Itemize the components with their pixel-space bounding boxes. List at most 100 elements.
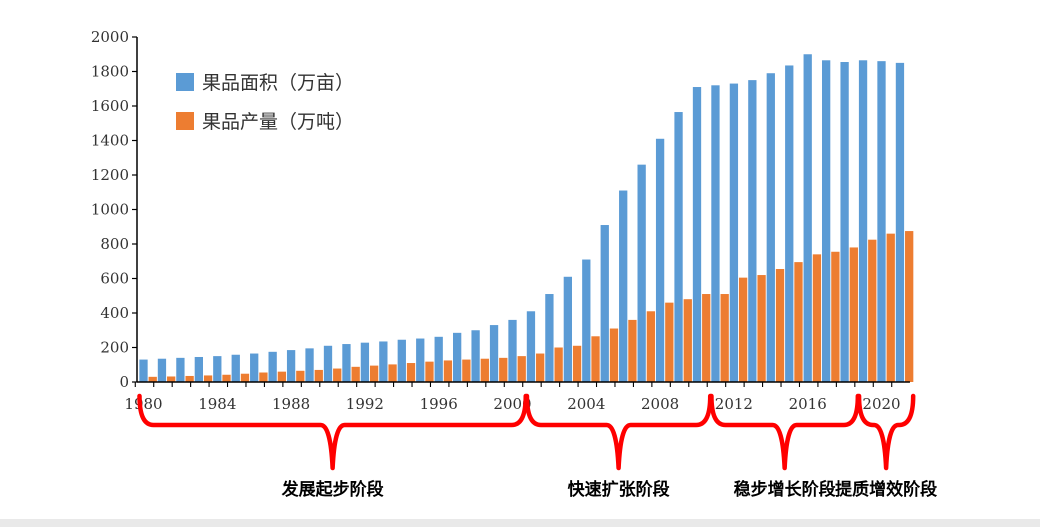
bar-area: [453, 332, 462, 382]
legend-swatch: [176, 73, 194, 91]
stage-label: 快速扩张阶段: [568, 479, 670, 500]
bar-production: [738, 277, 748, 382]
bar-production: [886, 233, 895, 382]
y-tick-label: 400: [100, 304, 129, 322]
y-tick-label: 0: [119, 373, 129, 391]
bar-production: [425, 361, 434, 382]
stage-brace: [524, 393, 713, 471]
bar-production: [388, 364, 397, 382]
bar-production: [849, 247, 858, 382]
x-tick-label: 2000: [493, 395, 531, 413]
bar-area: [729, 83, 739, 382]
y-tick-label: 1200: [91, 166, 129, 184]
x-tick-label: 1980: [124, 395, 162, 413]
bar-production: [683, 299, 692, 382]
bar-production: [333, 368, 342, 382]
y-tick-label: 800: [100, 235, 129, 253]
bar-area: [766, 73, 775, 382]
bar-production: [757, 275, 766, 382]
bar-area: [582, 259, 591, 382]
bar-production: [609, 328, 619, 382]
bar-production: [591, 336, 600, 382]
bar-production: [554, 347, 563, 382]
bar-area: [397, 339, 406, 382]
bar-area: [748, 80, 757, 382]
bar-production: [831, 251, 840, 382]
bar-production: [259, 372, 268, 382]
bar-area: [600, 225, 609, 382]
bar-area: [508, 319, 517, 382]
x-tick-label: 1988: [272, 395, 310, 413]
y-tick-label: 1600: [91, 97, 129, 115]
y-tick-label: 1800: [91, 63, 129, 81]
bar-area: [840, 62, 849, 382]
bar-area: [157, 358, 167, 382]
bar-area: [526, 311, 536, 382]
bar-area: [803, 54, 812, 382]
bar-area: [305, 348, 314, 382]
bar-production: [203, 375, 213, 382]
stage-brace: [856, 393, 916, 471]
stage-brace: [709, 393, 861, 471]
stage-label: 提质增效阶段: [835, 479, 937, 500]
y-tick-label: 200: [100, 339, 129, 357]
bar-production: [517, 356, 526, 382]
bar-area: [360, 342, 370, 382]
bar-area: [489, 325, 499, 382]
y-tick-label: 600: [100, 270, 129, 288]
x-tick-label: 2012: [715, 395, 753, 413]
x-tick-label: 2008: [641, 395, 679, 413]
bar-production: [314, 369, 323, 382]
stage-label: 发展起步阶段: [281, 479, 384, 500]
bar-area: [822, 60, 831, 382]
bar-production: [812, 254, 822, 382]
bar-production: [240, 373, 250, 382]
bar-production: [167, 376, 176, 382]
bar-area: [637, 164, 646, 382]
bar-area: [231, 354, 240, 382]
bar-area: [563, 276, 572, 382]
bar-production: [277, 371, 287, 382]
bar-production: [148, 376, 157, 382]
bar-production: [443, 360, 453, 382]
bar-area: [674, 112, 683, 382]
legend-label: 果品产量（万吨）: [202, 111, 354, 133]
bar-area: [176, 357, 185, 382]
bar-area: [213, 356, 222, 382]
x-tick-label: 2016: [789, 395, 827, 413]
x-tick-label: 1984: [198, 395, 236, 413]
bar-area: [139, 359, 148, 382]
bar-area: [323, 345, 333, 382]
bar-production: [868, 239, 877, 382]
bar-production: [572, 345, 582, 382]
bar-production: [646, 311, 656, 382]
y-tick-label: 1400: [91, 132, 129, 150]
bar-area: [655, 138, 665, 382]
legend-swatch: [176, 112, 194, 130]
bar-area: [895, 62, 905, 382]
legend-label: 果品面积（万亩）: [202, 72, 354, 94]
bar-area: [545, 294, 554, 382]
bar-production: [702, 294, 711, 382]
bar-area: [379, 341, 388, 382]
bar-area: [692, 87, 702, 383]
bar-production: [222, 374, 231, 382]
bar-production: [296, 370, 305, 382]
bar-production: [369, 365, 379, 382]
bar-production: [480, 358, 489, 382]
bar-area: [194, 356, 203, 382]
bar-production: [536, 353, 545, 382]
bar-production: [406, 363, 416, 382]
bar-area: [286, 350, 296, 382]
x-tick-label: 2004: [567, 395, 605, 413]
bar-area: [250, 353, 259, 382]
bottom-strip: [0, 519, 1040, 527]
bar-production: [905, 231, 914, 382]
bar-area: [268, 351, 277, 382]
x-tick-label: 1996: [420, 395, 458, 413]
x-tick-label: 1992: [346, 395, 384, 413]
bar-area: [434, 336, 443, 382]
bar-production: [628, 319, 637, 382]
x-tick-label: 2020: [862, 395, 900, 413]
